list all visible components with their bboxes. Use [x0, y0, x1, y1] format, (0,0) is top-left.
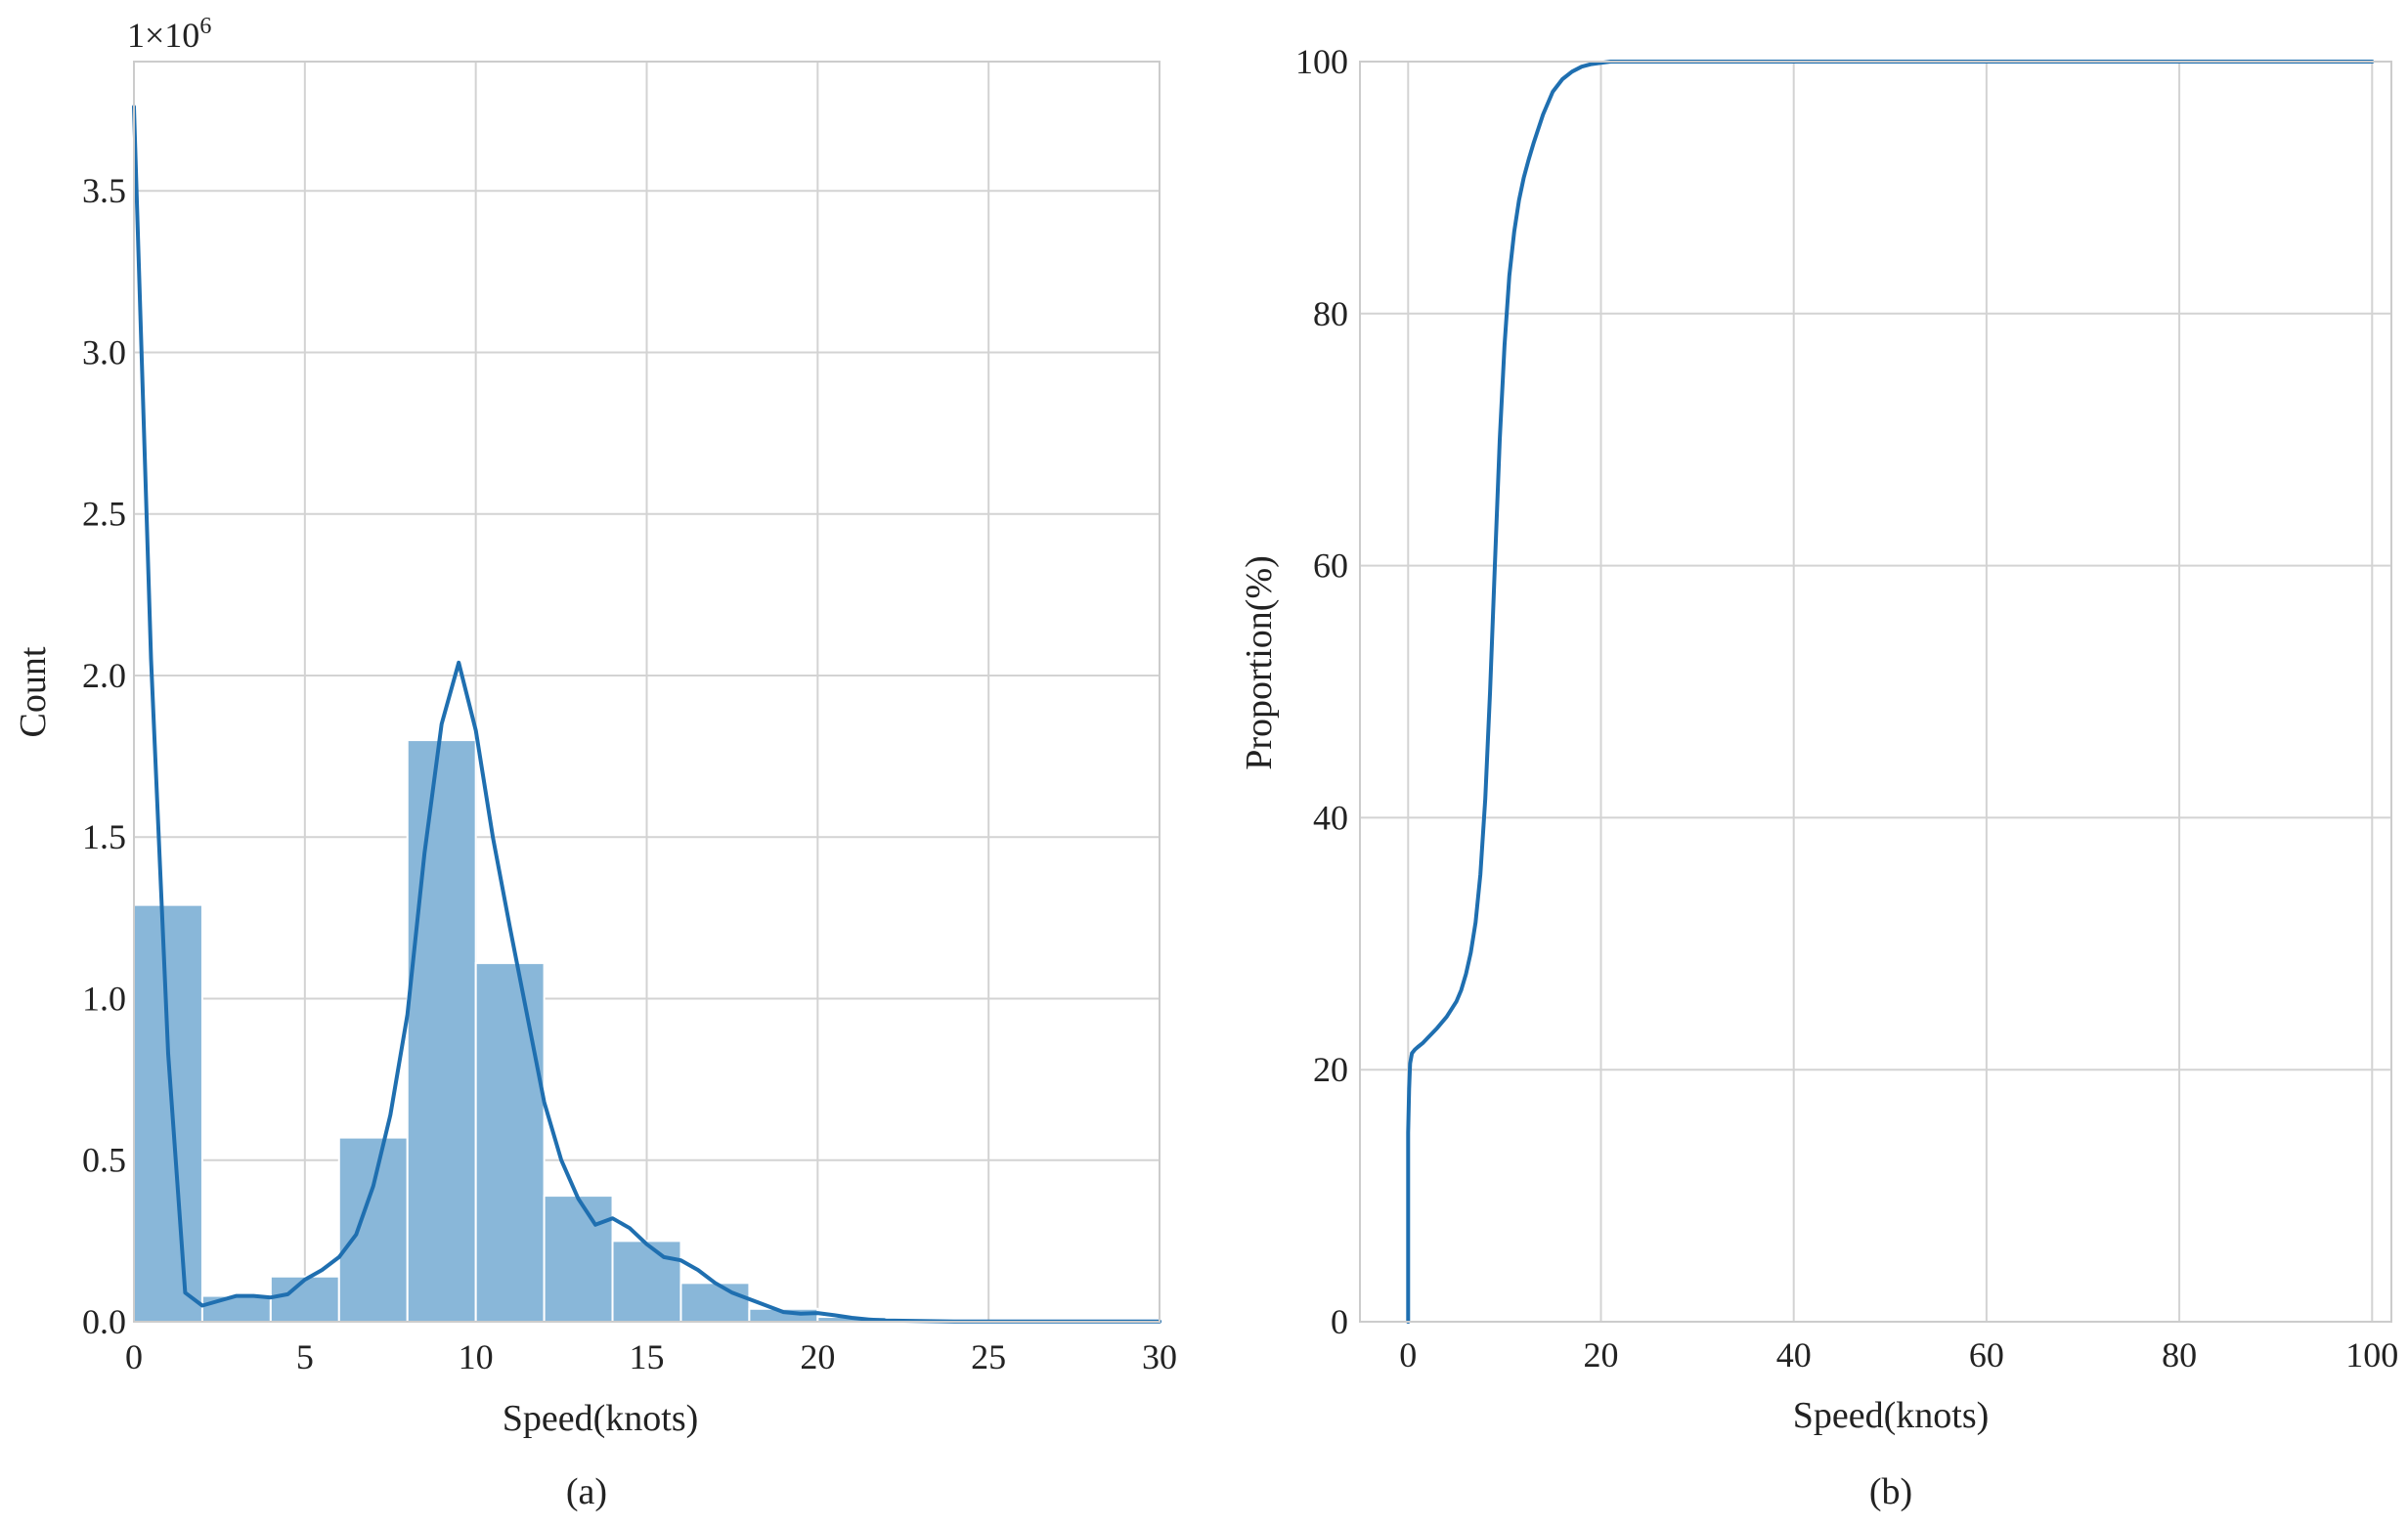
- histogram-grid: [133, 62, 1160, 1323]
- histogram-x-tick-label: 25: [971, 1337, 1006, 1376]
- histogram-density-line: [132, 105, 1161, 1324]
- cdf-x-axis-label: Speed(knots): [1793, 1395, 1990, 1436]
- histogram-y-tick-label: 1.0: [82, 979, 126, 1018]
- histogram-panel-caption: (a): [566, 1471, 607, 1512]
- cdf-panel: 0 20 40 60 80 100 0 20 40 60 80 100 Speed(knots) P…: [1239, 42, 2398, 1512]
- histogram-y-tick-label: 1.5: [82, 817, 126, 856]
- cdf-y-tick-labels: 0 20 40 60 80 100: [1295, 42, 1348, 1341]
- histogram-y-tick-label: 3.5: [82, 171, 126, 210]
- cdf-y-tick-label: 20: [1313, 1050, 1348, 1089]
- histogram-y-tick-label: 0.0: [82, 1302, 126, 1341]
- histogram-plot-frame: [133, 61, 1160, 1323]
- cdf-x-tick-label: 20: [1583, 1335, 1618, 1375]
- histogram-y-tick-labels: 0.0 0.5 1.0 1.5 2.0 2.5 3.0 3.5: [82, 171, 126, 1341]
- cdf-grid: [1360, 61, 2391, 1323]
- histogram-x-tick-labels: 0 5 10 15 20 25 30: [125, 1337, 1177, 1376]
- cdf-plot-frame: [1359, 61, 2392, 1323]
- histogram-panel: 0 5 10 15 20 25 30 0.0 0.5 1.0 1.5 2.0 2.5 3.0 3.5 1×…: [13, 14, 1177, 1512]
- cdf-x-tick-label: 0: [1399, 1335, 1417, 1375]
- histogram-x-tick-label: 5: [296, 1337, 314, 1376]
- histogram-x-axis-label: Speed(knots): [503, 1398, 699, 1439]
- cdf-y-tick-label: 100: [1295, 42, 1348, 81]
- histogram-density-curve: [132, 105, 1161, 1324]
- histogram-bar: [679, 1282, 751, 1324]
- histogram-bar: [543, 1195, 614, 1323]
- histogram-bar: [200, 1294, 272, 1323]
- histogram-bar: [337, 1136, 409, 1323]
- histogram-y-tick-label: 0.5: [82, 1141, 126, 1180]
- cdf-y-tick-label: 40: [1313, 798, 1348, 837]
- histogram-bar: [474, 962, 546, 1324]
- cdf-x-tick-label: 60: [1969, 1335, 2004, 1375]
- histogram-y-multiplier-base: 1×10: [127, 16, 199, 55]
- histogram-y-multiplier-exponent: 6: [199, 14, 211, 39]
- cdf-panel-caption: (b): [1869, 1471, 1912, 1512]
- cdf-x-tick-label: 80: [2162, 1335, 2197, 1375]
- histogram-y-tick-label: 2.5: [82, 495, 126, 534]
- histogram-x-tick-label: 0: [125, 1337, 143, 1376]
- histogram-bar: [611, 1240, 682, 1324]
- histogram-bar: [269, 1275, 340, 1323]
- histogram-y-tick-label: 2.0: [82, 656, 126, 695]
- cdf-curve-group: [1406, 60, 2375, 1324]
- cdf-x-tick-label: 100: [2345, 1335, 2398, 1375]
- histogram-x-tick-label: 20: [800, 1337, 835, 1376]
- cdf-x-tick-label: 40: [1776, 1335, 1812, 1375]
- histogram-bar: [406, 739, 477, 1323]
- histogram-x-tick-label: 30: [1142, 1337, 1177, 1376]
- cdf-y-axis-label: Proportion(%): [1239, 555, 1280, 770]
- histogram-y-multiplier: 1×106: [127, 14, 211, 55]
- cdf-y-tick-label: 60: [1313, 546, 1348, 586]
- histogram-y-tick-label: 3.0: [82, 332, 126, 371]
- histogram-bar: [133, 903, 203, 1324]
- histogram-x-tick-label: 15: [630, 1337, 665, 1376]
- cdf-y-tick-label: 80: [1313, 294, 1348, 333]
- histogram-bars: [133, 739, 1160, 1324]
- histogram-x-tick-label: 10: [459, 1337, 494, 1376]
- cdf-y-tick-label: 0: [1331, 1302, 1348, 1341]
- cdf-x-tick-labels: 0 20 40 60 80 100: [1399, 1335, 2398, 1375]
- histogram-y-axis-label: Count: [13, 646, 54, 737]
- cdf-line: [1406, 60, 2375, 1324]
